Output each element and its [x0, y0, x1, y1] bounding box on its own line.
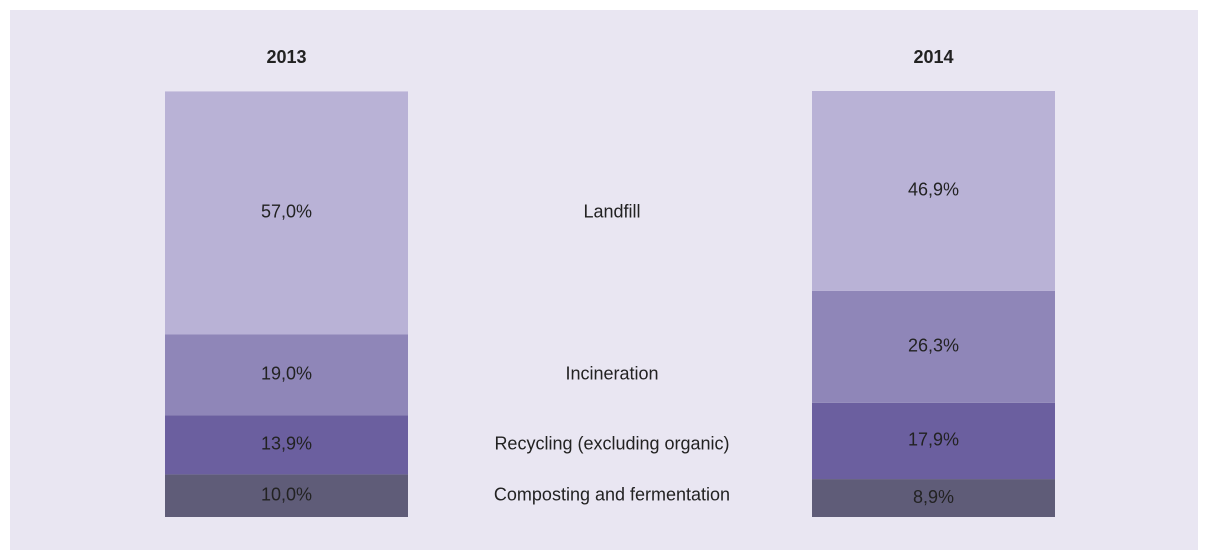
series-label: Recycling (excluding organic): [494, 434, 729, 454]
bar-segment: [812, 479, 1055, 517]
bar-segment: [165, 91, 408, 335]
bar-segment: [812, 402, 1055, 480]
series-label: Landfill: [583, 202, 640, 222]
series-label: Composting and fermentation: [494, 484, 730, 504]
value-label: 57,0%: [261, 202, 312, 222]
value-label: 17,9%: [908, 430, 959, 450]
series-label: Incineration: [565, 363, 658, 383]
bar-segment: [812, 91, 1055, 291]
value-label: 46,9%: [908, 180, 959, 200]
value-label: 13,9%: [261, 434, 312, 454]
value-label: 26,3%: [908, 336, 959, 356]
bar-heading: 2014: [913, 47, 953, 67]
bar-heading: 2013: [266, 47, 306, 67]
value-label: 19,0%: [261, 363, 312, 383]
bar-segment: [165, 474, 408, 517]
value-label: 10,0%: [261, 484, 312, 504]
bar-segment: [165, 334, 408, 416]
value-label: 8,9%: [913, 487, 954, 507]
bar-segment: [812, 290, 1055, 403]
bar-segment: [165, 415, 408, 475]
